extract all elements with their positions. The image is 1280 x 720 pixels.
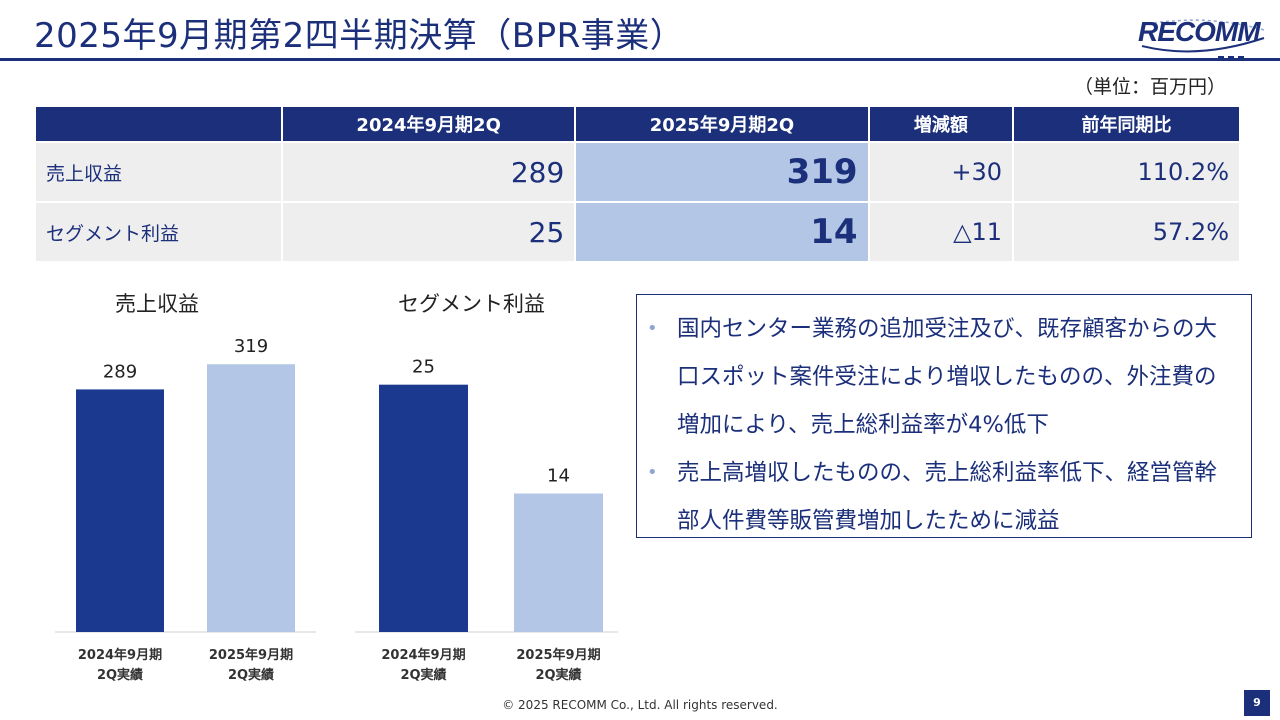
copyright: © 2025 RECOMM Co., Ltd. All rights reser… [502,698,778,712]
table-row: 売上収益 289 319 +30 110.2% [36,143,1239,201]
page-number: 9 [1244,690,1270,716]
bullet-icon: • [647,318,658,339]
commentary-box: • 国内センター業務の追加受注及び、既存顧客からの大口スポット案件受注により増収… [636,294,1252,538]
category-label: 2Q実績 [400,667,446,683]
category-label: 2Q実績 [535,667,581,683]
diff-value: △11 [869,203,1013,261]
bullet-icon: • [647,462,658,483]
curr-value: 319 [576,143,868,201]
table-header-cell: 2024年9月期2Q [283,107,575,141]
chart-title-revenue: 売上収益 [115,292,199,316]
company-logo: RECOMM [1138,16,1268,58]
unit-label: （単位：百万円） [1073,76,1226,98]
diff-value: +30 [869,143,1013,201]
bar [514,493,603,632]
table-header-cell [36,107,281,141]
data-label: 25 [412,357,435,378]
data-label: 14 [547,466,570,487]
prev-value: 289 [283,143,575,201]
curr-value: 14 [576,203,868,261]
category-label: 2025年9月期 [209,647,293,663]
category-label: 2025年9月期 [516,647,600,663]
bar [76,389,164,632]
ratio-value: 57.2% [1014,203,1239,261]
category-label: 2Q実績 [228,667,274,683]
table-header-cell: 増減額 [869,107,1013,141]
data-label: 289 [103,361,137,382]
data-label: 319 [234,336,268,357]
table-header-row: 2024年9月期2Q 2025年9月期2Q 増減額 前年同期比 [36,107,1239,141]
bar [207,364,295,632]
category-label: 2024年9月期 [381,647,465,663]
table-header-cell: 前年同期比 [1014,107,1239,141]
note-text: 国内センター業務の追加受注及び、既存顧客からの大口スポット案件受注により増収した… [677,316,1218,438]
row-label: セグメント利益 [36,203,281,261]
ratio-value: 110.2% [1014,143,1239,201]
note-text: 売上高増収したものの、売上総利益率低下、経営管幹部人件費等販管費増加したために減… [677,460,1218,534]
logo-text: RECOMM [1138,16,1261,47]
title-underline [0,58,1280,61]
category-label: 2024年9月期 [78,647,162,663]
note-item: • 売上高増収したものの、売上総利益率低下、経営管幹部人件費等販管費増加したため… [647,449,1235,545]
note-item: • 国内センター業務の追加受注及び、既存顧客からの大口スポット案件受注により増収… [647,305,1235,449]
row-label: 売上収益 [36,143,281,201]
prev-value: 25 [283,203,575,261]
bar [379,384,468,632]
page-title: 2025年9月期第2四半期決算（BPR事業） [34,16,685,56]
category-label: 2Q実績 [97,667,143,683]
table-row: セグメント利益 25 14 △11 57.2% [36,203,1239,261]
chart-title-profit: セグメント利益 [398,292,545,316]
summary-table: 2024年9月期2Q 2025年9月期2Q 増減額 前年同期比 売上収益 289… [34,105,1241,263]
table-header-cell: 2025年9月期2Q [576,107,868,141]
logo-graphic [1141,19,1265,58]
bar-charts: 289 2024年9月期 2Q実績 319 2025年9月期 2Q実績 25 2024年9月期… [55,336,618,683]
